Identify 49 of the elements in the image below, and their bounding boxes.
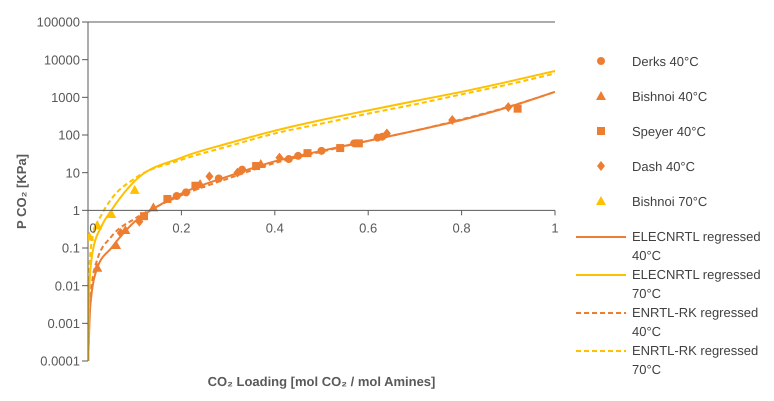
legend-label: Bishnoi 40°C bbox=[632, 88, 708, 106]
y-tick-label: 100 bbox=[58, 128, 80, 143]
point bbox=[354, 139, 363, 148]
point bbox=[191, 182, 200, 190]
point bbox=[140, 212, 148, 220]
y-tick-label: 0.01 bbox=[54, 278, 80, 294]
point bbox=[182, 188, 190, 196]
y-tick-label: 10000 bbox=[44, 52, 80, 68]
point bbox=[205, 171, 214, 182]
point bbox=[448, 115, 456, 126]
point bbox=[504, 102, 512, 112]
x-tick-label: 0.4 bbox=[266, 220, 284, 236]
y-tick-label: 0.001 bbox=[47, 316, 80, 331]
point bbox=[252, 162, 260, 170]
legend-label: ENRTL-RK regressed 70°C bbox=[632, 342, 760, 379]
y-tick-label: 10 bbox=[66, 165, 80, 180]
x-tick-label: 1 bbox=[551, 220, 559, 236]
y-tick-label: 100000 bbox=[36, 14, 80, 30]
y-tick-label: 1 bbox=[72, 202, 80, 218]
y-tick-label: 1000 bbox=[51, 90, 80, 105]
point bbox=[172, 192, 181, 200]
point bbox=[92, 262, 102, 272]
point bbox=[514, 104, 522, 113]
legend-label: Dash 40°C bbox=[632, 158, 696, 176]
point bbox=[111, 240, 122, 250]
point bbox=[382, 128, 391, 138]
point bbox=[130, 184, 140, 194]
x-tick-label: 0.6 bbox=[359, 220, 378, 236]
x-tick-label: 0.2 bbox=[172, 220, 190, 236]
point bbox=[233, 168, 242, 178]
y-tick-label: 0.0001 bbox=[40, 354, 80, 369]
point bbox=[336, 144, 344, 152]
point bbox=[318, 146, 326, 155]
point bbox=[284, 155, 293, 164]
point bbox=[116, 228, 125, 238]
legend-label: Speyer 40°C bbox=[632, 123, 707, 141]
x-axis-title: CO₂ Loading [mol CO₂ / mol Amines] bbox=[206, 374, 436, 389]
point bbox=[303, 149, 312, 158]
legend-label: Derks 40°C bbox=[632, 53, 700, 71]
point bbox=[294, 152, 302, 160]
legend-label: ENRTL-RK regressed 40°C bbox=[632, 304, 760, 341]
y-axis-title: P CO₂ [KPa] bbox=[14, 154, 29, 229]
point bbox=[163, 194, 172, 203]
legend-label: Bishnoi 70°C bbox=[632, 193, 708, 211]
point bbox=[214, 174, 223, 182]
x-tick-label: 0.8 bbox=[452, 220, 471, 236]
y-tick-label: 0.1 bbox=[62, 240, 80, 256]
legend-label: ELECNRTL regressed 40°C bbox=[632, 228, 762, 265]
legend-label: ELECNRTL regressed 70°C bbox=[632, 266, 762, 303]
